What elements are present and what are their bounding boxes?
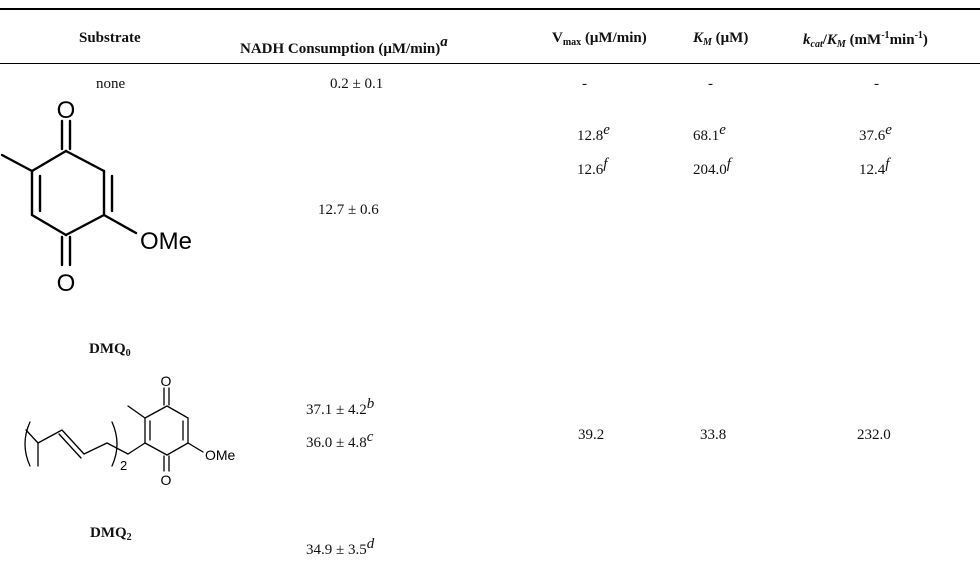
table-top-rule xyxy=(0,8,980,10)
header-substrate: Substrate xyxy=(79,30,141,46)
header-kcat-km: kcat/KM (mM-1min-1) xyxy=(803,30,928,50)
row-none-km: - xyxy=(708,76,713,92)
row-dmq0-km-e: 68.1e xyxy=(693,122,726,144)
row-dmq0-kcat-e: 37.6e xyxy=(859,122,892,144)
row-dmq0-km-f: 204.0f xyxy=(693,156,731,178)
dmq2-label: DMQ2 xyxy=(90,525,132,543)
dmq2-o-bottom: O xyxy=(161,472,172,488)
footnote-a: a xyxy=(440,34,448,50)
header-vmax: Vmax (μM/min) xyxy=(552,30,647,48)
row-dmq0-nadh: 12.7 ± 0.6 xyxy=(318,202,379,218)
dmq2-repeat-count: 2 xyxy=(120,458,127,473)
header-nadh-consumption: NADH Consumption (μM/min)a xyxy=(240,34,448,57)
row-none-vmax: - xyxy=(582,76,587,92)
dmq0-structure-image: O O OMe xyxy=(0,98,192,297)
dmq0-label: DMQ0 xyxy=(89,341,131,359)
dmq0-o-bottom: O xyxy=(57,270,76,297)
row-none-nadh: 0.2 ± 0.1 xyxy=(330,76,384,92)
row-dmq2-nadh-b: 37.1 ± 4.2b xyxy=(306,396,375,418)
row-dmq0-vmax-e: 12.8e xyxy=(577,122,610,144)
row-dmq2-nadh-d: 34.9 ± 3.5d xyxy=(306,536,375,558)
dmq0-o-top: O xyxy=(57,98,76,124)
dmq0-ome: OMe xyxy=(140,228,192,255)
row-dmq0-kcat-f: 12.4f xyxy=(859,156,890,178)
row-dmq2-nadh-c: 36.0 ± 4.8c xyxy=(306,429,374,451)
row-dmq2-vmax: 39.2 xyxy=(578,427,605,443)
row-dmq2-kcat-km: 232.0 xyxy=(857,427,891,443)
row-none-substrate: none xyxy=(96,76,126,92)
table-header-rule xyxy=(0,63,980,64)
dmq2-ome: OMe xyxy=(205,447,236,463)
row-dmq0-vmax-f: 12.6f xyxy=(577,156,608,178)
dmq2-o-top: O xyxy=(161,373,172,389)
header-km: KM (μM) xyxy=(693,30,749,48)
row-dmq2-km: 33.8 xyxy=(700,427,727,443)
dmq2-structure-image: O O OMe 2 xyxy=(24,373,236,488)
row-none-kcat-km: - xyxy=(874,76,879,92)
